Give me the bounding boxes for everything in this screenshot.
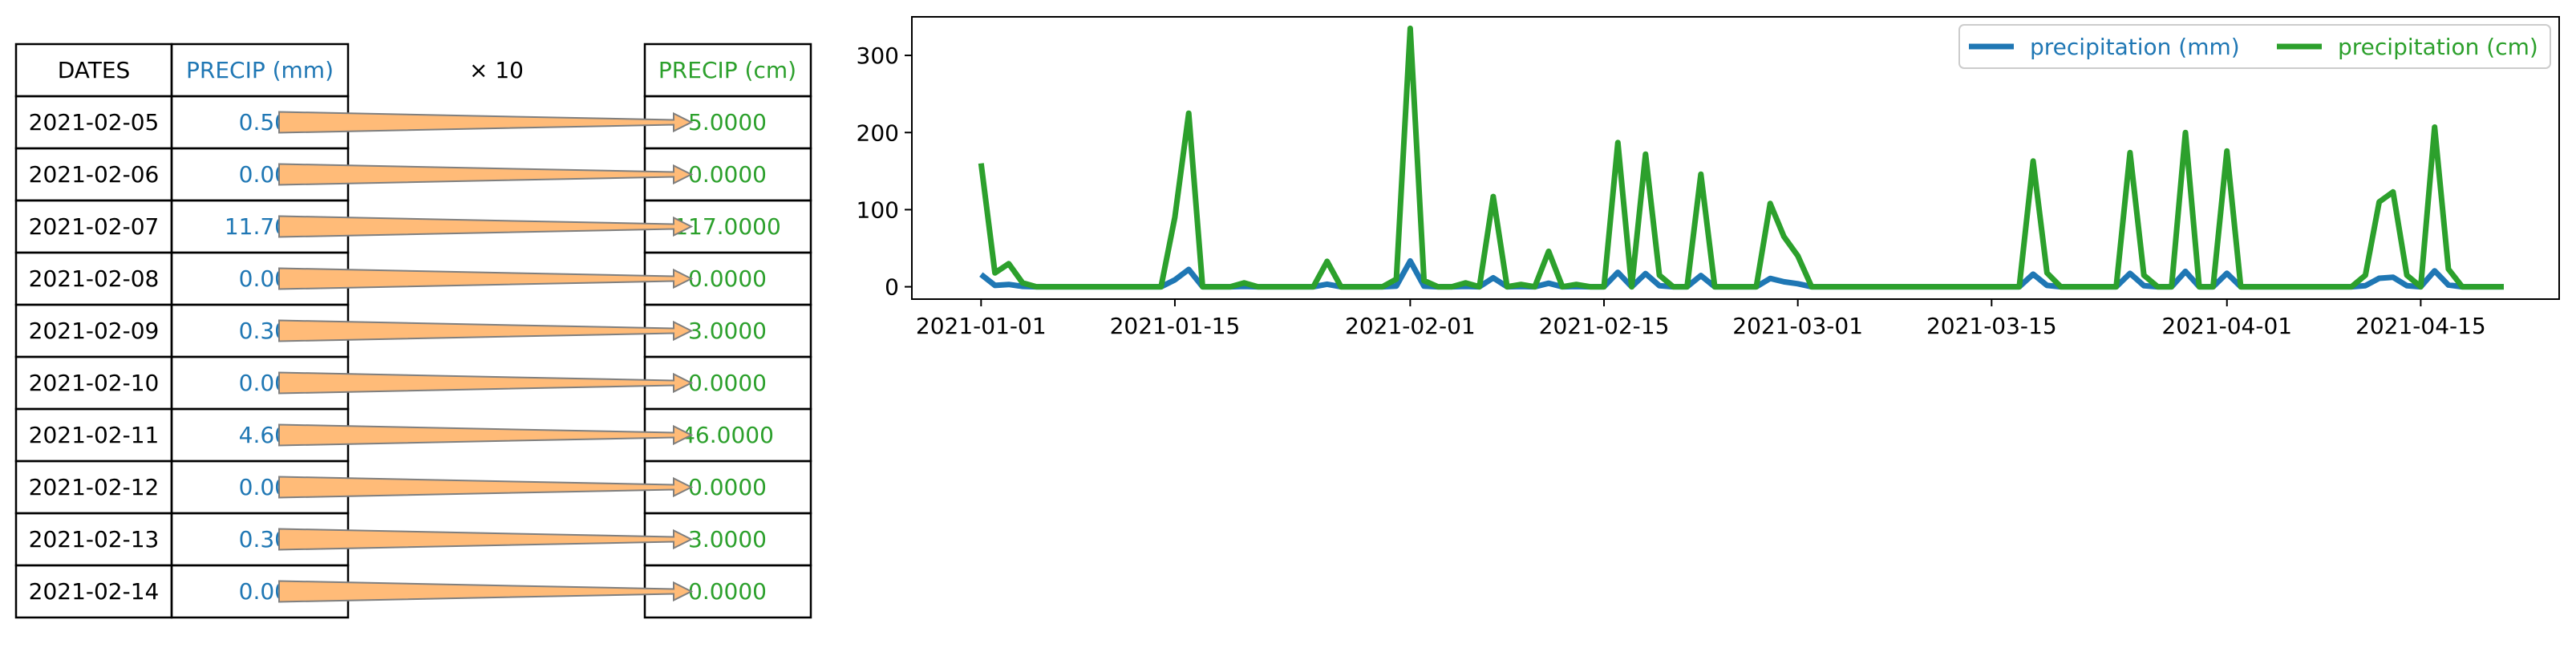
conversion-arrow	[278, 319, 694, 342]
y-tick-label: 300	[857, 43, 899, 69]
date-text: 2021-02-14	[29, 578, 160, 605]
x-tick-label: 2021-04-15	[2355, 313, 2486, 339]
conversion-arrow	[278, 267, 694, 290]
precip-cm-text: 5.0000	[688, 109, 767, 136]
x-tick-label: 2021-02-01	[1345, 313, 1476, 339]
x-tick-label: 2021-02-15	[1539, 313, 1670, 339]
series-layer	[978, 25, 2504, 290]
series-line-precipitation-cm	[978, 25, 2504, 290]
date-text: 2021-02-06	[29, 161, 160, 188]
x-axis: 2021-01-01 2021-01-15 2021-02-01 2021-02-15…	[916, 299, 2486, 339]
conversion-arrow	[278, 476, 694, 499]
date-text: 2021-02-10	[29, 370, 160, 396]
conversion-arrow	[278, 111, 694, 134]
x-tick-label: 2021-03-01	[1732, 313, 1863, 339]
legend: precipitation (mm) precipitation (cm)	[1958, 24, 2551, 69]
date-text: 2021-02-07	[29, 213, 160, 240]
conversion-arrow	[278, 163, 694, 186]
y-tick-label: 100	[857, 196, 899, 223]
x-tick-label: 2021-01-01	[916, 313, 1047, 339]
y-axis: 0 100 200 300	[857, 43, 912, 301]
legend-box	[1958, 24, 2551, 69]
legend-label: precipitation (cm)	[2338, 34, 2538, 60]
date-text: 2021-02-09	[29, 318, 160, 344]
y-tick-label: 0	[885, 274, 899, 301]
precip-cm-text: 0.0000	[688, 578, 767, 605]
date-text: 2021-02-11	[29, 422, 160, 448]
precip-cm-text: 0.0000	[688, 265, 767, 292]
conversion-arrow	[278, 528, 694, 551]
date-text: 2021-02-12	[29, 474, 160, 500]
header-dates: DATES	[58, 57, 131, 83]
precip-mm-text: 11.70	[225, 213, 289, 240]
x-tick-label: 2021-01-15	[1110, 313, 1241, 339]
conversion-arrow	[278, 215, 694, 238]
legend-label: precipitation (mm)	[2030, 34, 2240, 60]
header-precip-mm: PRECIP (mm)	[186, 57, 334, 83]
precip-cm-text: 0.0000	[688, 474, 767, 500]
conversion-arrow	[278, 423, 694, 447]
x-tick-label: 2021-03-15	[1926, 313, 2057, 339]
header-multiplier: × 10	[469, 57, 524, 83]
date-text: 2021-02-08	[29, 265, 160, 292]
conversion-arrow	[278, 371, 694, 395]
x-tick-label: 2021-04-01	[2161, 313, 2292, 339]
date-text: 2021-02-13	[29, 526, 160, 553]
precip-cm-text: 3.0000	[688, 526, 767, 553]
date-text: 2021-02-05	[29, 109, 160, 136]
precip-cm-text: 0.0000	[688, 370, 767, 396]
precip-cm-text: 46.0000	[681, 422, 774, 448]
precip-cm-text: 0.0000	[688, 161, 767, 188]
conversion-table: DATES PRECIP (mm) × 10 PRECIP (cm) 2021-…	[14, 43, 812, 619]
header-precip-cm: PRECIP (cm)	[658, 57, 796, 83]
plot-frame	[911, 16, 2560, 300]
precipitation-chart: 0 100 200 300 2021-01-01 2021-01-15 2021-02-0…	[857, 16, 2560, 339]
precip-cm-text: 3.0000	[688, 318, 767, 344]
conversion-arrow	[278, 580, 694, 603]
y-tick-label: 200	[857, 119, 899, 146]
